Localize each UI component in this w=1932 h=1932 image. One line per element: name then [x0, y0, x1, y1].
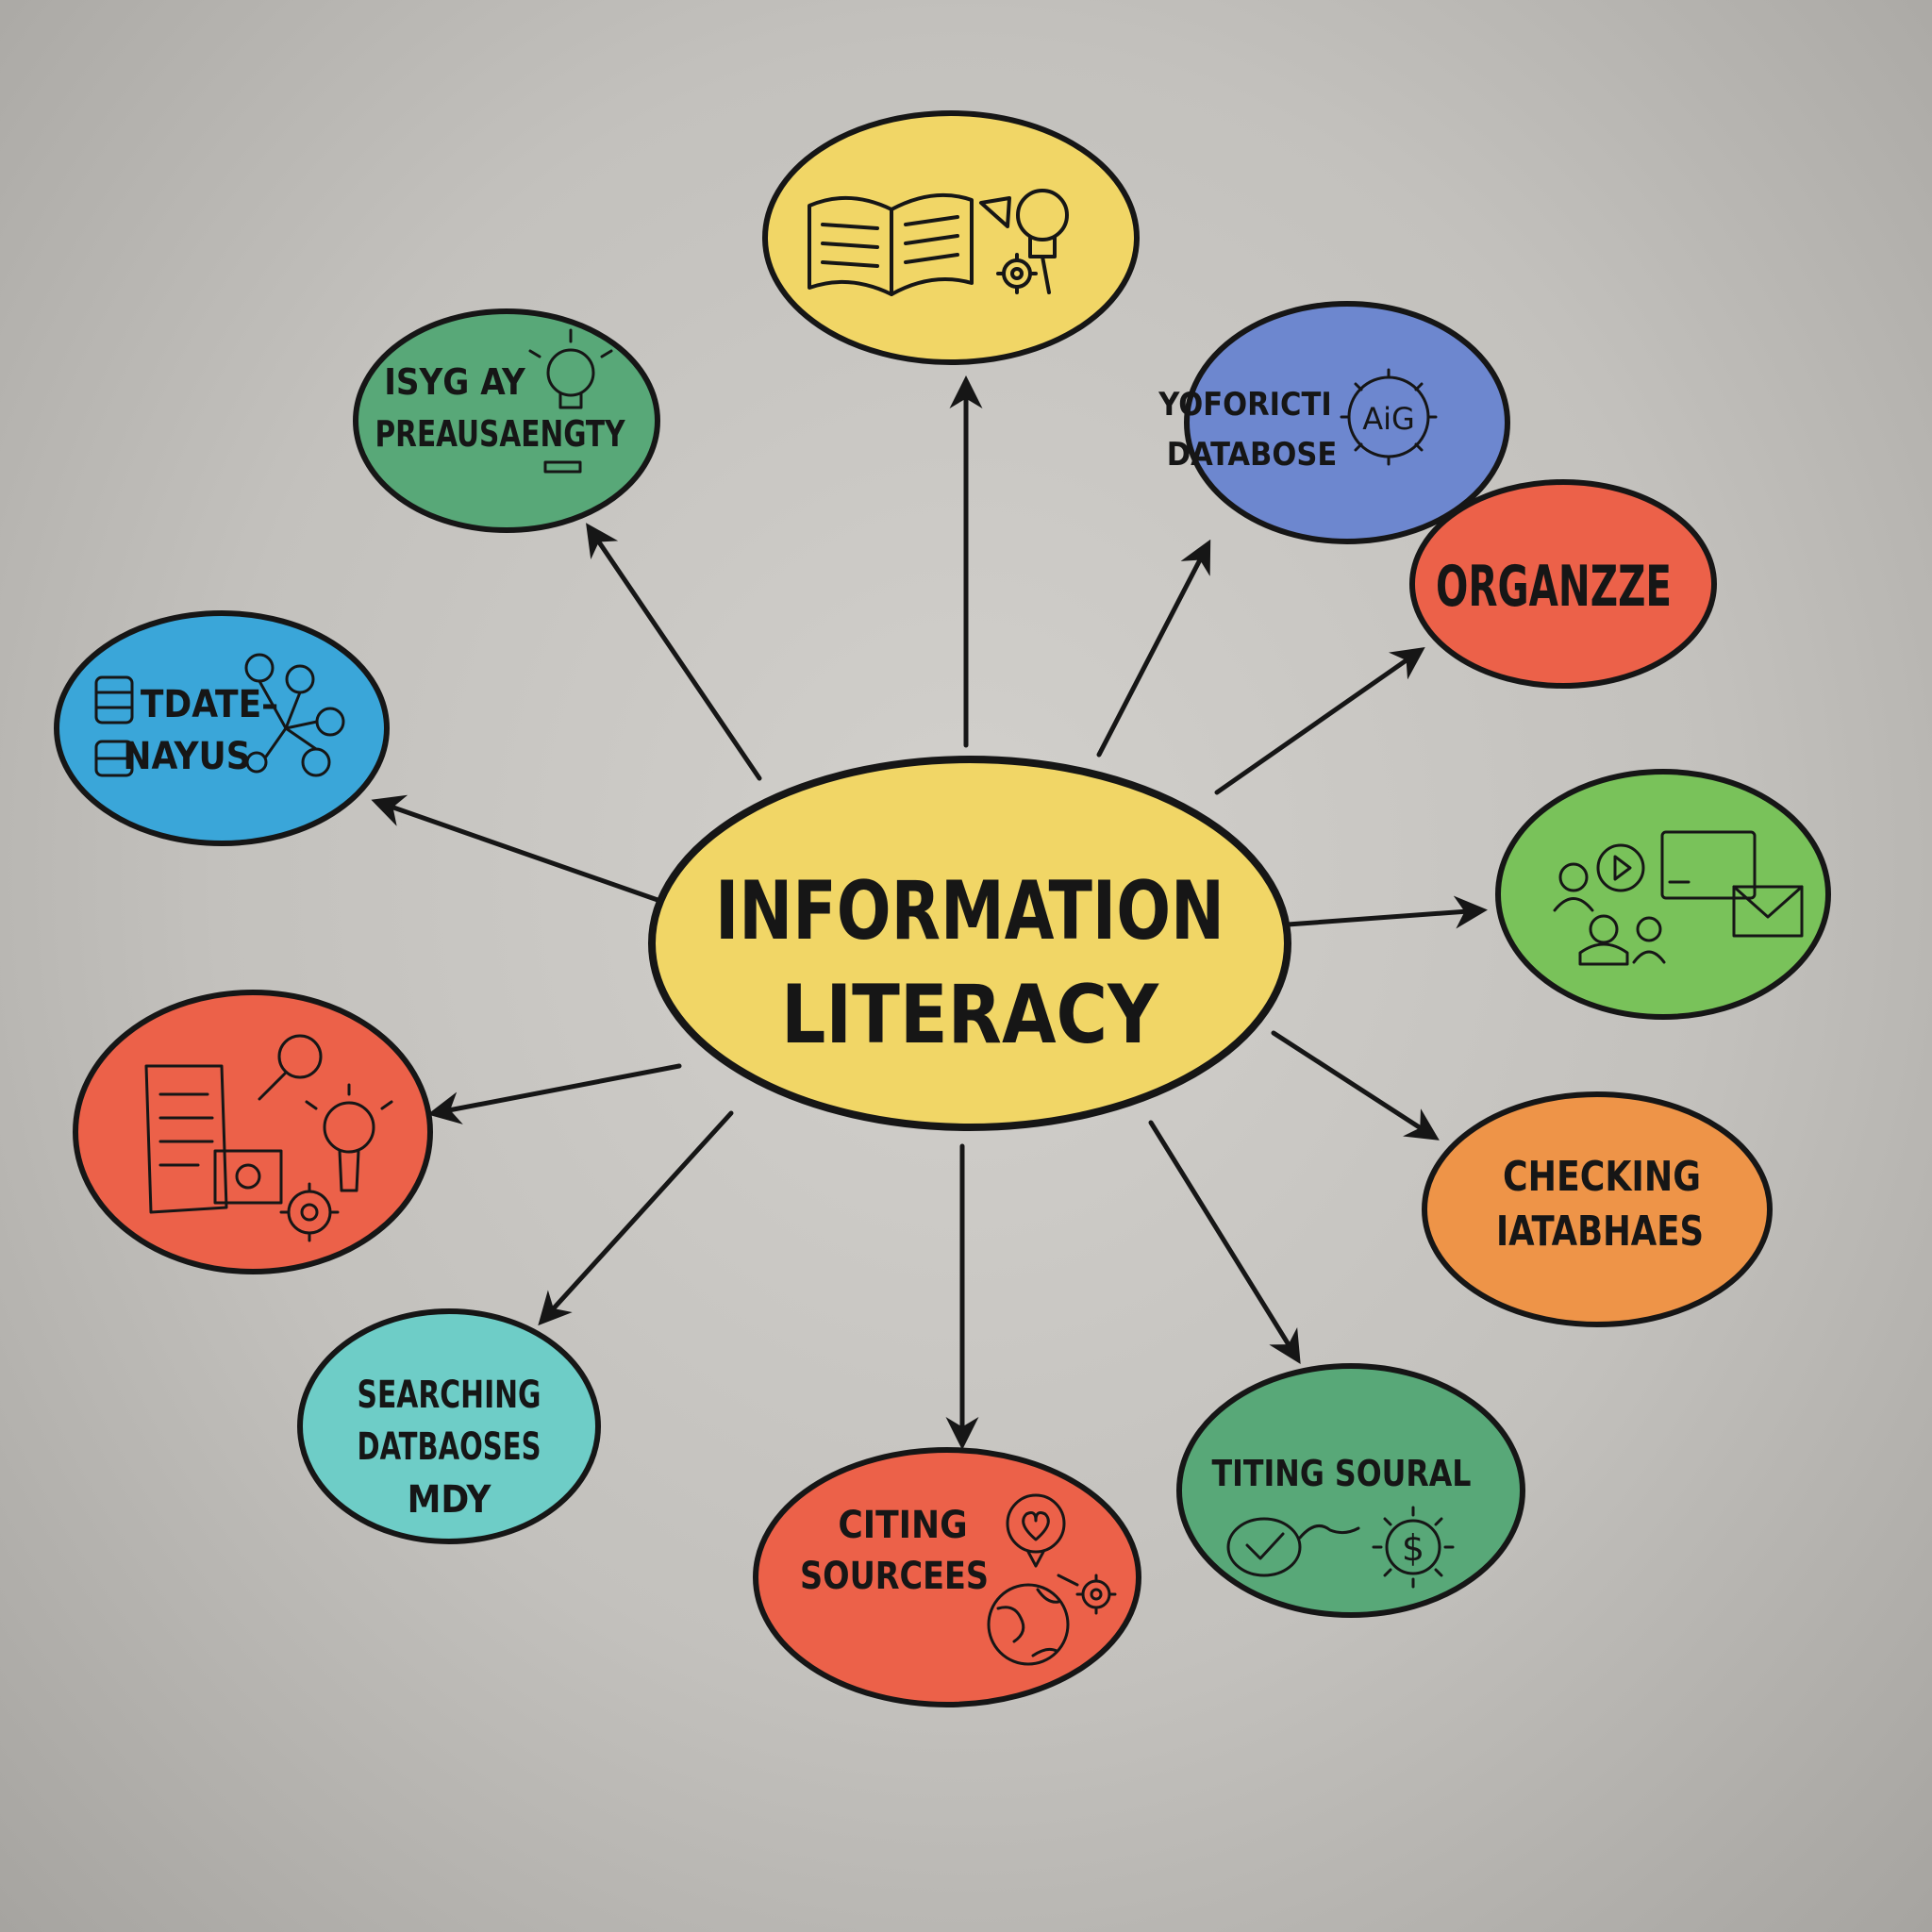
database-icon [94, 675, 134, 777]
user-icon [1553, 862, 1594, 912]
gear-icon [1057, 1574, 1117, 1615]
node-right-lower: CHECKING IATABHAES [1422, 1091, 1773, 1327]
node-bottom-line-2: SOURCEES [800, 1555, 989, 1598]
node-left-upper-bubble [54, 610, 390, 846]
lightbulb-icon [979, 189, 1069, 294]
monitor-icon [1660, 830, 1757, 900]
node-top-right-line-2: DATABOSE [1167, 436, 1338, 474]
gear-icon [996, 253, 1038, 294]
people-icon [1578, 914, 1666, 966]
node-bottom-left-line-2: DATBAOSES [358, 1425, 541, 1469]
node-bottom-left-line-1: SEARCHING [358, 1374, 541, 1417]
node-bottom-line-1: CITING [838, 1504, 967, 1547]
node-right [1495, 769, 1831, 1020]
node-left-upper: TDATE– NAYUS [54, 610, 390, 846]
arrow-to-right [1285, 895, 1488, 929]
lightbulb-icon [305, 1083, 393, 1192]
node-bottom-left-bubble [297, 1308, 601, 1544]
arrow-to-right-lower [1271, 1030, 1440, 1141]
gear-icon [279, 1182, 340, 1242]
node-left-upper-line-1: TDATE– [141, 683, 278, 726]
node-top-right-bubble [1184, 301, 1510, 544]
arrow-to-left-upper [371, 794, 663, 904]
central-title-line-1: INFORMATION [715, 864, 1224, 958]
node-right-upper-bubble [1409, 479, 1717, 689]
node-bottom: CITING SOURCEES [753, 1447, 1141, 1707]
node-bottom-left: SEARCHING DATBAOSES MDY [297, 1308, 601, 1544]
arrow-to-bottom-right [1148, 1120, 1301, 1364]
node-left-upper-line-2: NAYUS [123, 735, 250, 778]
node-top-left-bubble [353, 308, 660, 533]
node-right-lower-line-1: CHECKING [1503, 1153, 1701, 1201]
node-right-lower-line-2: IATABHAES [1496, 1208, 1704, 1256]
magnifier-icon [258, 1034, 323, 1101]
ai-gear-icon: AiG [1340, 368, 1438, 466]
central-title-line-2: LITERACY [781, 968, 1159, 1062]
svg-text:AiG: AiG [1362, 401, 1415, 437]
network-icon [244, 653, 345, 777]
node-left-lower-bubble [73, 990, 433, 1274]
arrow-to-top-right [1096, 539, 1211, 758]
video-icon [1596, 843, 1645, 892]
arrow-to-bottom-left [538, 1110, 734, 1326]
node-left-lower [73, 990, 433, 1274]
svg-text:$: $ [1402, 1527, 1424, 1569]
node-top-right-line-1: YOFORICTI [1158, 386, 1331, 424]
node-bottom-right-line-1: TITING SOURAL [1212, 1453, 1472, 1494]
node-right-lower-bubble [1422, 1091, 1773, 1327]
document-icon [144, 1064, 228, 1214]
arrow-to-top-left [586, 523, 762, 781]
check-bubble-icon [1226, 1517, 1360, 1577]
heart-pin-icon [1006, 1493, 1066, 1568]
lightbulb-icon [528, 328, 613, 474]
connector-arrows [371, 375, 1488, 1450]
node-bottom-left-line-3: MDY [408, 1478, 492, 1522]
photo-icon [213, 1149, 283, 1205]
central-node: INFORMATION LITERACY [648, 756, 1291, 1131]
globe-icon [987, 1583, 1070, 1666]
node-top-right: YOFORICTI DATABOSE AiG [1158, 301, 1510, 544]
node-top-left-line-1: ISYG AY [384, 361, 526, 403]
arrow-to-right-upper [1214, 646, 1425, 795]
node-right-upper: ORGANZZE [1409, 479, 1717, 689]
node-right-upper-line-1: ORGANZZE [1436, 554, 1672, 620]
node-top-left-line-2: PREAUSAENGTY [375, 413, 626, 455]
node-bottom-right: TITING SOURAL $ [1176, 1363, 1525, 1618]
dollar-gear-icon: $ [1372, 1506, 1455, 1589]
node-top [762, 110, 1140, 365]
central-bubble [648, 756, 1291, 1131]
node-top-left: ISYG AY PREAUSAENGTY [353, 308, 660, 533]
arrow-to-left-lower [427, 1063, 682, 1124]
mail-icon [1732, 885, 1804, 938]
open-book-icon [808, 192, 974, 296]
